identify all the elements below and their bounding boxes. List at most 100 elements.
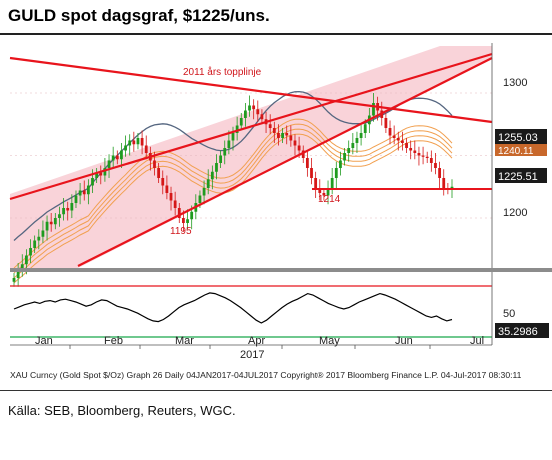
svg-text:35.2986: 35.2986 [498, 326, 538, 338]
candle-body-22 [103, 168, 107, 176]
candle-body-29 [132, 140, 136, 145]
envelope-lines [13, 118, 453, 284]
x-label-jun: Jun [395, 335, 413, 347]
osc-value-label: 35.2986 [495, 323, 549, 338]
candle-body-56 [243, 110, 247, 118]
candle-body-35 [157, 168, 161, 178]
candle-body-36 [161, 178, 165, 186]
candle-body-7 [41, 230, 45, 237]
candle-body-101 [429, 158, 433, 163]
candle-body-84 [359, 133, 363, 138]
candle-body-39 [173, 200, 177, 208]
candle-body-90 [384, 118, 388, 128]
candle-body-55 [239, 118, 243, 126]
x-label-mar: Mar [175, 335, 194, 347]
candle-body-73 [314, 178, 318, 188]
candle-body-49 [215, 163, 218, 172]
osc-tick-50: 50 [503, 308, 515, 320]
lower-channel-line [77, 57, 493, 267]
candle-body-14 [70, 203, 74, 211]
x-label-may: May [319, 335, 340, 347]
x-label-apr: Apr [248, 335, 265, 347]
topline-2011 [9, 56, 493, 124]
candle-body-51 [223, 148, 227, 156]
candle-body-93 [396, 138, 400, 141]
candle-body-69 [297, 145, 301, 151]
candle-body-8 [45, 221, 49, 231]
candle-body-48 [210, 171, 214, 180]
annotation-1214: 1214 [318, 194, 341, 205]
candle-body-70 [301, 150, 305, 158]
candle-body-72 [310, 168, 313, 178]
candle-body-20 [95, 173, 99, 178]
svg-text:1255.03: 1255.03 [498, 132, 538, 144]
x-label-feb: Feb [104, 335, 123, 347]
title-rule [0, 33, 552, 35]
envelope-line-0 [13, 133, 453, 284]
candle-body-27 [124, 145, 127, 151]
candle-body-9 [49, 221, 53, 225]
envelope-line-3 [13, 118, 453, 269]
y-tick-1200: 1200 [503, 207, 527, 219]
annotation-1195: 1195 [170, 226, 192, 237]
candle-body-26 [120, 150, 123, 160]
candle-body-71 [305, 158, 309, 168]
candle-body-47 [206, 179, 210, 188]
y-tick-1300: 1300 [503, 77, 527, 89]
candle-body-17 [82, 190, 86, 195]
candle-body-104 [442, 178, 446, 188]
candle-body-3 [24, 255, 28, 265]
candle-body-12 [62, 208, 65, 215]
candle-body-65 [281, 133, 284, 138]
candle-body-79 [339, 160, 342, 168]
chart-title: GULD spot dagsgraf, $1225/uns. [8, 6, 270, 25]
candle-body-91 [388, 128, 392, 136]
candle-body-81 [347, 148, 351, 153]
bloomberg-footer: XAU Curncy (Gold Spot $/Oz) Graph 26 Dai… [10, 370, 522, 380]
candle-body-50 [219, 155, 223, 163]
candle-body-64 [277, 133, 280, 138]
candle-body-95 [405, 143, 408, 148]
candle-body-6 [37, 236, 41, 241]
candle-body-31 [140, 138, 144, 146]
candle-body-100 [425, 156, 429, 158]
candle-body-34 [153, 160, 156, 168]
candle-body-75 [322, 193, 326, 196]
candle-body-52 [227, 140, 231, 148]
candle-body-4 [29, 248, 32, 256]
candle-body-103 [438, 168, 442, 178]
x-axis-ticks [69, 345, 431, 349]
candle-body-40 [177, 208, 181, 218]
candle-body-2 [20, 264, 24, 271]
candle-body-97 [413, 150, 417, 153]
candle-body-87 [372, 103, 375, 116]
upper-channel-line [9, 52, 493, 201]
candle-body-54 [235, 125, 239, 133]
candle-body-82 [351, 143, 355, 148]
candle-body-46 [202, 188, 206, 196]
candle-body-77 [330, 178, 334, 188]
candle-body-60 [260, 114, 264, 120]
candle-body-74 [318, 188, 322, 193]
x-label-jul: Jul [470, 335, 484, 347]
candle-body-67 [289, 135, 293, 141]
candle-body-13 [66, 208, 70, 211]
candle-body-96 [409, 148, 413, 151]
candle-body-59 [256, 109, 260, 115]
candle-body-38 [169, 193, 173, 201]
price-label-ma: 1255.03 [495, 129, 547, 144]
candle-body-99 [421, 155, 425, 157]
candle-body-94 [401, 140, 404, 143]
candle-body-28 [128, 140, 132, 146]
oscillator-line [13, 292, 453, 324]
candle-body-42 [186, 219, 189, 223]
candle-body-85 [363, 124, 367, 133]
envelope-line-2 [13, 123, 453, 274]
candle-body-83 [355, 138, 359, 143]
candle-body-98 [417, 153, 421, 156]
candle-body-58 [252, 105, 256, 110]
candle-body-19 [91, 178, 94, 186]
candle-body-11 [58, 214, 61, 218]
candle-body-62 [268, 124, 272, 128]
